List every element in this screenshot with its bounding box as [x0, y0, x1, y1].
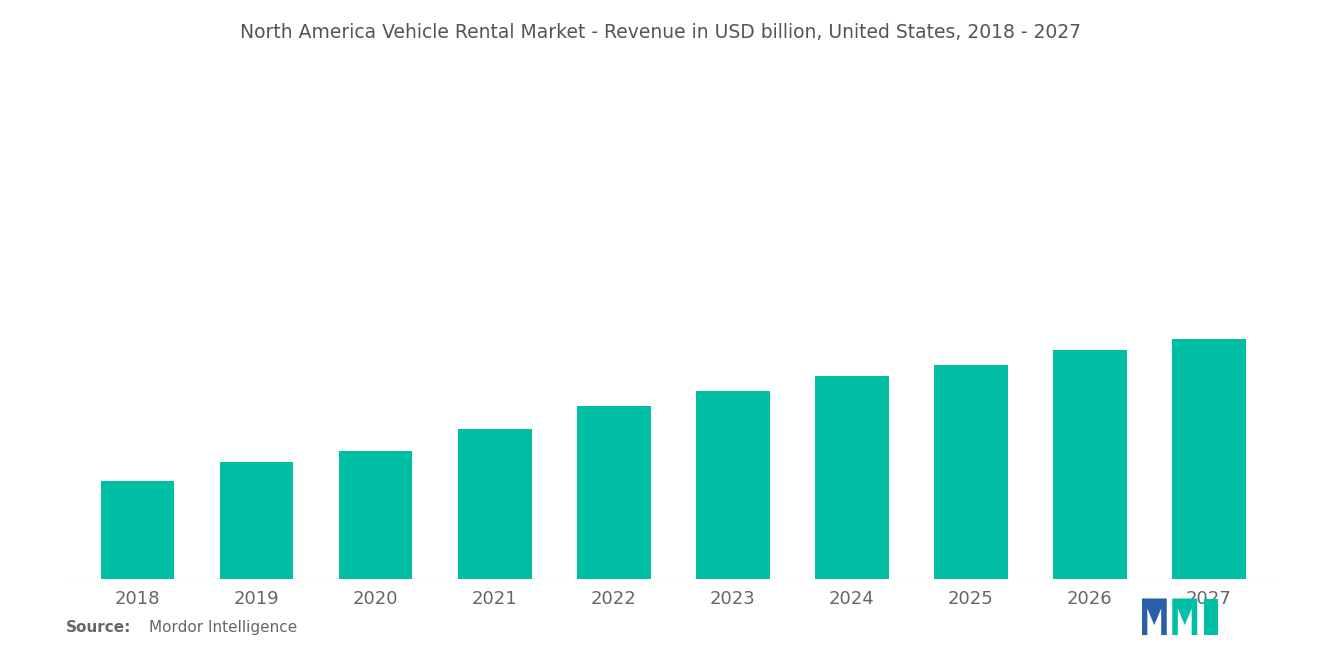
Bar — [1204, 598, 1218, 635]
Bar — [577, 406, 651, 579]
Bar — [339, 451, 412, 579]
Text: Mordor Intelligence: Mordor Intelligence — [149, 620, 297, 635]
Bar — [100, 481, 174, 579]
Bar — [814, 376, 888, 579]
Text: Source:: Source: — [66, 620, 132, 635]
Polygon shape — [1172, 598, 1197, 635]
Bar — [696, 391, 770, 579]
Bar — [935, 365, 1007, 579]
Bar — [1053, 350, 1127, 579]
Text: North America Vehicle Rental Market - Revenue in USD billion, United States, 201: North America Vehicle Rental Market - Re… — [239, 23, 1081, 43]
Bar — [1172, 338, 1246, 579]
Bar — [458, 429, 532, 579]
Bar — [219, 462, 293, 579]
Polygon shape — [1142, 598, 1167, 635]
